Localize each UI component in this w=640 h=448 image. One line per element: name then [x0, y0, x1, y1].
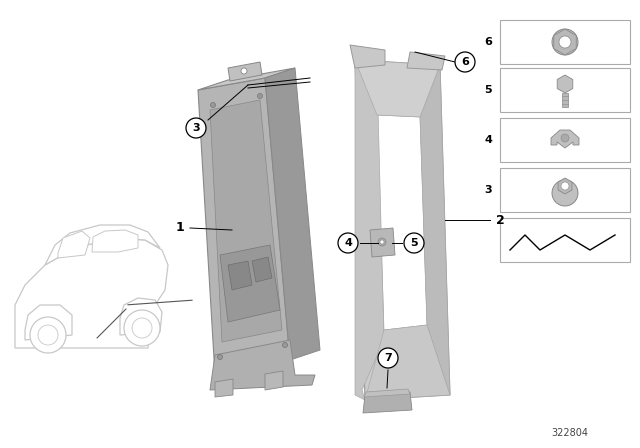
- Polygon shape: [265, 371, 283, 390]
- Circle shape: [38, 325, 58, 345]
- Polygon shape: [92, 230, 138, 252]
- Polygon shape: [365, 325, 450, 400]
- Polygon shape: [120, 298, 162, 335]
- Polygon shape: [228, 62, 262, 81]
- Text: 6: 6: [484, 37, 492, 47]
- Circle shape: [378, 238, 386, 246]
- Polygon shape: [551, 130, 579, 148]
- Bar: [500, 168, 630, 212]
- Bar: [500, 68, 630, 112]
- Polygon shape: [557, 75, 573, 93]
- Text: 4: 4: [344, 238, 352, 248]
- Circle shape: [561, 134, 569, 142]
- Text: 3: 3: [192, 123, 200, 133]
- Circle shape: [552, 29, 578, 55]
- Polygon shape: [198, 78, 290, 375]
- Circle shape: [211, 103, 216, 108]
- Polygon shape: [370, 228, 395, 257]
- Polygon shape: [407, 52, 445, 70]
- Polygon shape: [363, 392, 412, 413]
- Polygon shape: [554, 29, 576, 55]
- Polygon shape: [420, 65, 450, 395]
- Text: 322804: 322804: [552, 428, 589, 438]
- Polygon shape: [210, 100, 282, 342]
- Polygon shape: [265, 68, 320, 360]
- Polygon shape: [228, 261, 252, 290]
- Bar: [500, 20, 630, 64]
- Polygon shape: [252, 257, 272, 282]
- Circle shape: [186, 118, 206, 138]
- Text: 3: 3: [484, 185, 492, 195]
- Polygon shape: [558, 178, 572, 194]
- Circle shape: [561, 182, 569, 190]
- Circle shape: [559, 36, 571, 48]
- Polygon shape: [220, 245, 280, 322]
- Polygon shape: [355, 60, 384, 400]
- Circle shape: [338, 233, 358, 253]
- Text: 4: 4: [484, 135, 492, 145]
- Text: 6: 6: [461, 57, 469, 67]
- Circle shape: [124, 310, 160, 346]
- Text: 1: 1: [175, 220, 184, 233]
- Circle shape: [552, 180, 578, 206]
- Circle shape: [404, 233, 424, 253]
- Polygon shape: [355, 60, 450, 400]
- Circle shape: [132, 318, 152, 338]
- Polygon shape: [25, 305, 72, 340]
- Circle shape: [218, 354, 223, 359]
- Polygon shape: [15, 238, 168, 348]
- Polygon shape: [198, 68, 295, 90]
- Bar: [500, 218, 630, 262]
- Circle shape: [282, 343, 287, 348]
- Polygon shape: [45, 225, 160, 265]
- Polygon shape: [355, 60, 440, 117]
- Text: 2: 2: [495, 214, 504, 227]
- Circle shape: [380, 240, 384, 244]
- Polygon shape: [58, 231, 90, 258]
- Circle shape: [455, 52, 475, 72]
- Circle shape: [378, 348, 398, 368]
- Text: 7: 7: [384, 353, 392, 363]
- Polygon shape: [364, 389, 410, 397]
- Polygon shape: [210, 340, 315, 390]
- Polygon shape: [350, 45, 385, 68]
- Text: 5: 5: [410, 238, 418, 248]
- Text: 5: 5: [484, 85, 492, 95]
- Polygon shape: [215, 379, 233, 397]
- Circle shape: [241, 68, 247, 74]
- Circle shape: [30, 317, 66, 353]
- Bar: [500, 118, 630, 162]
- Circle shape: [257, 94, 262, 99]
- Bar: [562, 93, 568, 107]
- Polygon shape: [377, 115, 427, 330]
